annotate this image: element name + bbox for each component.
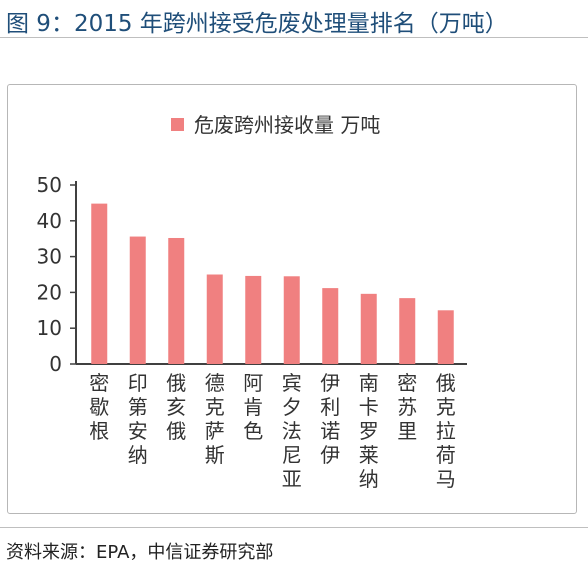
x-tick-label: 南卡罗莱纳 <box>359 371 379 491</box>
x-tick-label: 伊利诺伊 <box>320 371 340 467</box>
x-tick-label: 俄克拉荷马 <box>436 371 456 491</box>
legend-swatch <box>171 118 184 131</box>
y-tick-label: 20 <box>37 280 62 304</box>
chart-frame: 危废跨州接收量 万吨 0 10 20 30 40 50 密歇根 印第安纳 俄亥俄 德克萨斯 阿肯色 宾夕… <box>7 84 577 514</box>
x-tick-label: 密苏里 <box>397 371 417 443</box>
bar <box>322 288 339 364</box>
y-tick-label: 0 <box>49 352 62 376</box>
y-tick-label: 30 <box>37 245 62 269</box>
x-tick-label: 阿肯色 <box>243 371 263 443</box>
figure-title: 图 9：2015 年跨州接受危废处理量排名（万吨） <box>6 11 508 37</box>
y-tick-label: 50 <box>37 173 62 197</box>
bar <box>437 310 454 364</box>
bar <box>168 237 185 364</box>
x-tick-label: 德克萨斯 <box>205 371 225 467</box>
x-tick-label: 俄亥俄 <box>166 371 186 443</box>
source-note: 资料来源：EPA，中信证券研究部 <box>6 542 274 563</box>
x-tick-label: 印第安纳 <box>128 371 148 467</box>
bar <box>399 298 416 364</box>
bar <box>360 293 377 364</box>
title-rule <box>0 37 588 38</box>
source-rule <box>0 527 588 528</box>
y-tick-label: 40 <box>37 209 62 233</box>
bar <box>245 275 262 364</box>
x-tick-label: 密歇根 <box>89 371 109 443</box>
legend-label: 危废跨州接收量 万吨 <box>194 113 380 137</box>
bar <box>91 203 108 364</box>
bar <box>283 276 300 364</box>
bar-chart: 危废跨州接收量 万吨 0 10 20 30 40 50 密歇根印第安纳俄亥俄德克萨斯阿肯色宾夕… <box>37 113 467 491</box>
y-tick-label: 10 <box>37 316 62 340</box>
bar <box>206 274 223 364</box>
x-tick-label: 宾夕法尼亚 <box>282 371 302 491</box>
bar <box>129 236 146 364</box>
